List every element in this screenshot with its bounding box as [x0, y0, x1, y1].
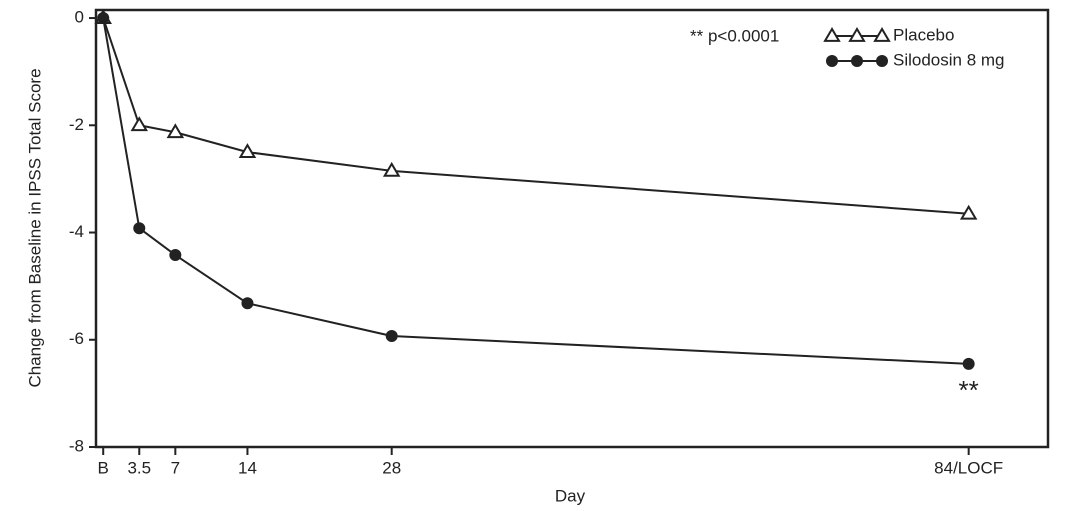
data-point: [133, 222, 146, 235]
y-tick-label: -8: [69, 436, 84, 455]
legend-marker: [823, 27, 841, 42]
legend-marker: [848, 27, 866, 42]
data-point: [962, 357, 975, 370]
annotation: ** p<0.0001: [690, 26, 779, 45]
data-point: [130, 116, 149, 132]
annotation: **: [959, 375, 979, 405]
y-tick-label: 0: [75, 8, 84, 27]
data-point: [97, 12, 110, 25]
x-tick-label: 7: [171, 458, 180, 477]
x-axis-label: Day: [555, 486, 586, 505]
data-point: [382, 161, 401, 177]
y-axis-label: Change from Baseline in IPSS Total Score: [25, 68, 44, 387]
legend-marker: [851, 55, 863, 67]
data-point: [169, 249, 182, 262]
legend-label: Placebo: [893, 25, 954, 44]
y-tick-label: -4: [69, 222, 84, 241]
y-tick-label: -6: [69, 329, 84, 348]
data-point: [166, 123, 185, 139]
x-tick-label: 14: [238, 458, 257, 477]
plot-frame: [94, 8, 1050, 449]
x-tick-label: 84/LOCF: [934, 458, 1003, 477]
y-tick-label: -2: [69, 115, 84, 134]
x-tick-label: B: [98, 458, 109, 477]
data-point: [959, 204, 978, 220]
legend-label: Silodosin 8 mg: [893, 50, 1005, 69]
series-line: [102, 17, 969, 215]
series-line: [102, 17, 969, 365]
x-tick-label: 3.5: [127, 458, 151, 477]
legend-marker: [873, 27, 891, 42]
data-point: [238, 143, 257, 158]
data-point: [241, 297, 254, 310]
x-tick-label: 28: [382, 458, 401, 477]
data-point: [385, 330, 398, 343]
legend-marker: [826, 55, 838, 67]
legend-marker: [876, 55, 888, 67]
